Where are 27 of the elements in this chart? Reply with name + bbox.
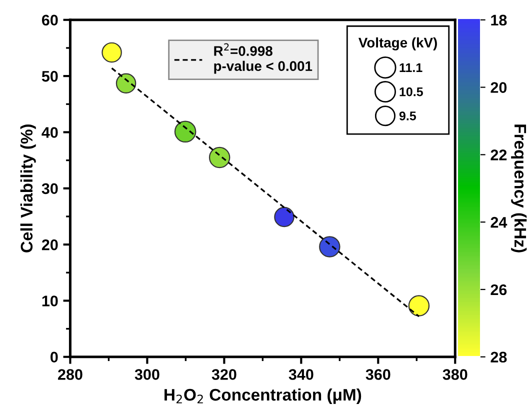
- y-tick-label: 10: [42, 296, 58, 306]
- legend-label: 11.1: [400, 63, 422, 72]
- x-tick-label: 280: [58, 369, 82, 380]
- y-tick-label: 0: [50, 352, 58, 363]
- x-tick-label: 360: [366, 369, 390, 380]
- legend-label: 10.5: [400, 87, 423, 96]
- x-tick-label: 300: [134, 369, 160, 380]
- x-tick-label: 380: [442, 369, 468, 380]
- x-tick-label: 320: [212, 369, 236, 380]
- x-axis-title: H$_{2}$O$_{2}$ Concentration (μM): [164, 388, 362, 404]
- color-bar-label: 20: [490, 82, 507, 93]
- y-tick-label: 60: [42, 14, 58, 26]
- x-tick-label: 340: [288, 369, 314, 380]
- y-tick-label: 30: [42, 183, 58, 194]
- y-tick-label: 50: [42, 70, 58, 82]
- y-axis-title: Cell Viability (%): [20, 124, 36, 252]
- legend-label: 9.5: [399, 112, 416, 120]
- y-tick-label: 40: [42, 127, 58, 138]
- legend-label: R$^{2}$=0.998 p-value < 0.001: [214, 43, 312, 74]
- color-bar-label: 18: [491, 14, 507, 26]
- color-bar-title: Frequency (kHz): [511, 124, 527, 252]
- color-bar-label: 28: [490, 352, 507, 363]
- color-bar-label: 26: [490, 284, 507, 296]
- y-tick-label: 20: [42, 239, 58, 250]
- color-bar-label: 24: [490, 216, 508, 228]
- color-bar-label: 22: [490, 150, 507, 160]
- legend-title: Voltage (kV): [358, 37, 437, 50]
